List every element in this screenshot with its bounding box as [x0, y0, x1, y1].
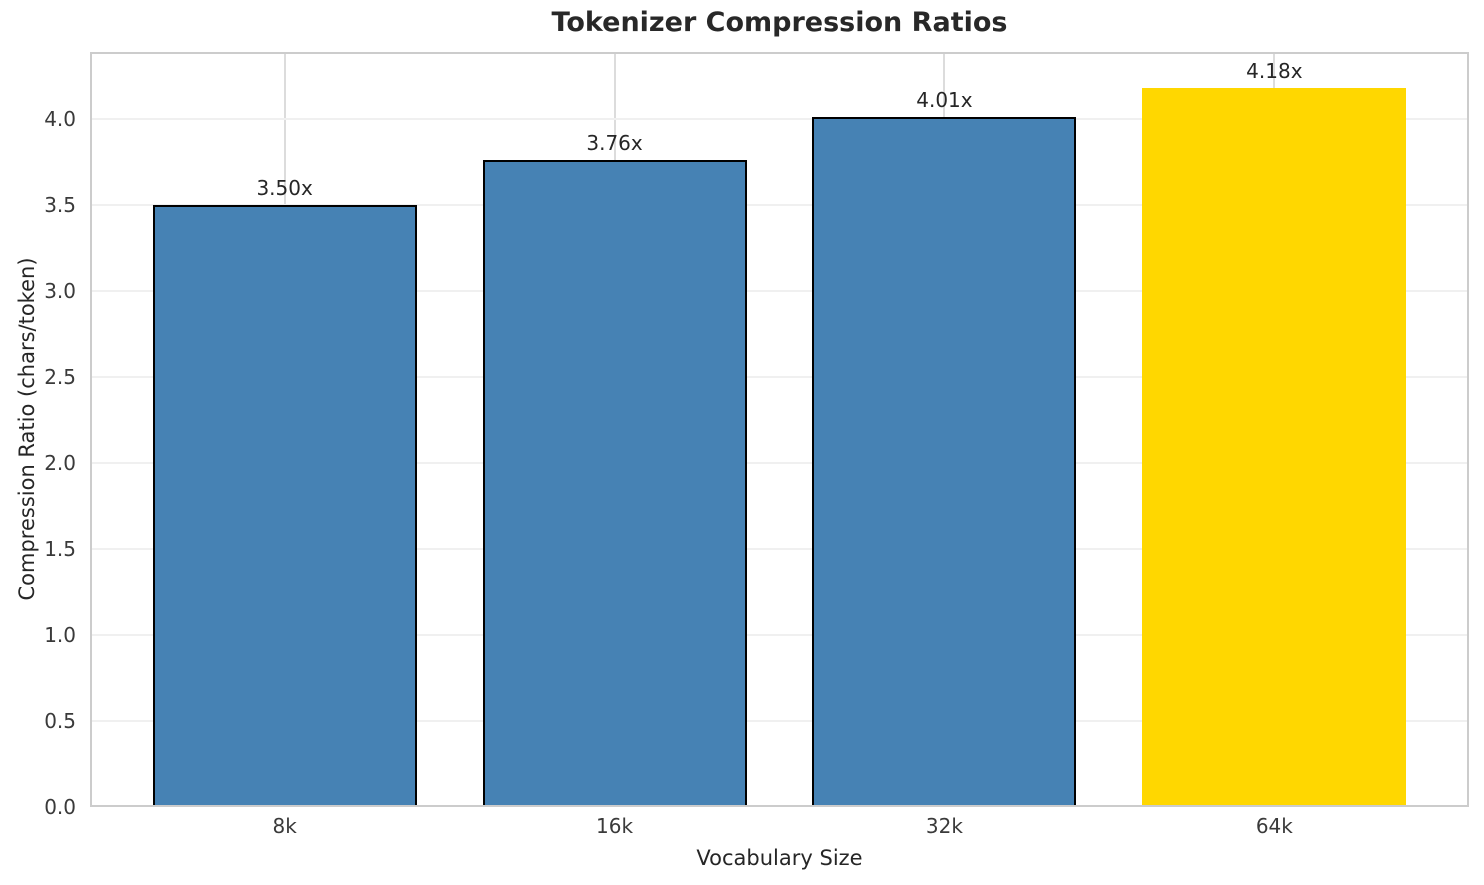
gridline-horizontal-3 — [90, 290, 1469, 293]
bar-value-label-32k: 4.01x — [916, 88, 973, 113]
x-tick-label-64k: 64k — [1255, 814, 1293, 838]
chart-title: Tokenizer Compression Ratios — [551, 7, 1008, 38]
x-tick-label-8k: 8k — [272, 814, 297, 838]
y-tick-label-1.0: 1.0 — [44, 623, 76, 648]
bar-value-label-64k: 4.18x — [1246, 59, 1303, 84]
bar-32k — [812, 117, 1077, 807]
gridline-horizontal-1 — [90, 634, 1469, 637]
y-tick-label-2.0: 2.0 — [44, 451, 76, 476]
bar-value-label-8k: 3.50x — [256, 176, 313, 201]
gridline-horizontal-2 — [90, 462, 1469, 465]
gridline-horizontal-4 — [90, 118, 1469, 121]
y-tick-label-0.0: 0.0 — [44, 795, 76, 819]
gridline-horizontal-0.5 — [90, 720, 1469, 722]
bar-value-label-16k: 3.76x — [586, 131, 643, 156]
y-tick-label-3.0: 3.0 — [44, 279, 76, 304]
plot-area: 3.50x 3.76x 4.01x 4.18x — [90, 52, 1469, 807]
bar-16k — [482, 160, 747, 807]
gridline-horizontal-2.5 — [90, 376, 1469, 379]
y-tick-label-4.0: 4.0 — [44, 107, 76, 132]
bar-64k — [1142, 88, 1407, 807]
x-tick-label-16k: 16k — [596, 814, 634, 838]
bar-8k — [152, 205, 417, 807]
x-tick-label-32k: 32k — [925, 814, 963, 838]
gridline-horizontal-1.5 — [90, 548, 1469, 551]
y-tick-label-0.5: 0.5 — [44, 709, 76, 733]
x-axis-label: Vocabulary Size — [696, 846, 863, 870]
y-tick-label-3.5: 3.5 — [44, 193, 76, 218]
y-tick-label-2.5: 2.5 — [44, 365, 76, 390]
gridline-horizontal-3.5 — [90, 204, 1469, 207]
y-tick-label-1.5: 1.5 — [44, 537, 76, 562]
